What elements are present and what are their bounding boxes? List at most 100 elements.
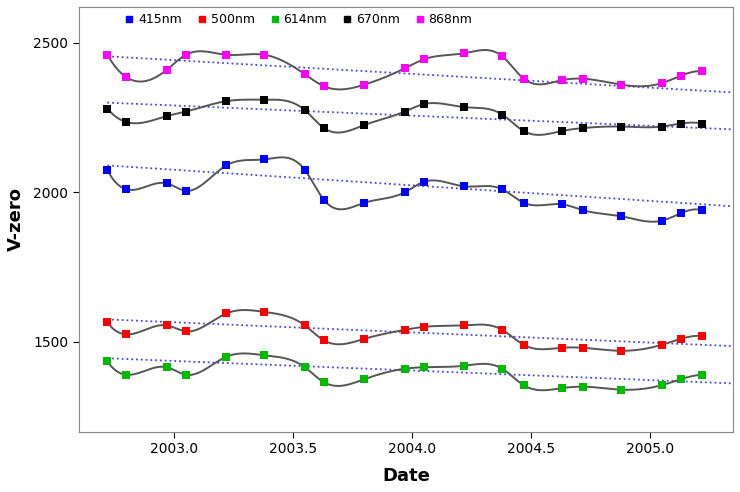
Point — [418, 100, 430, 108]
Point — [696, 371, 708, 379]
Point — [221, 97, 232, 105]
Point — [180, 108, 192, 116]
Point — [696, 120, 708, 127]
Point — [121, 118, 132, 126]
Point — [616, 213, 628, 220]
Point — [656, 79, 667, 87]
Point — [656, 123, 667, 130]
Point — [518, 75, 530, 83]
Point — [675, 375, 687, 383]
Point — [577, 124, 589, 132]
Point — [518, 381, 530, 389]
Point — [121, 371, 132, 379]
Point — [675, 72, 687, 80]
Point — [358, 199, 370, 207]
Point — [518, 127, 530, 135]
Point — [616, 347, 628, 355]
Point — [101, 51, 113, 59]
Point — [656, 217, 667, 225]
Point — [577, 75, 589, 83]
Point — [358, 335, 370, 343]
Point — [696, 67, 708, 75]
Point — [556, 76, 568, 84]
Point — [458, 103, 470, 111]
Point — [399, 64, 411, 72]
Point — [497, 365, 508, 372]
Point — [556, 384, 568, 392]
Point — [161, 321, 172, 329]
Point — [258, 51, 270, 59]
Point — [399, 108, 411, 116]
Point — [458, 362, 470, 369]
Point — [418, 55, 430, 63]
Point — [556, 127, 568, 135]
Point — [299, 321, 311, 329]
Point — [358, 81, 370, 89]
Point — [258, 96, 270, 104]
Point — [318, 124, 330, 132]
Point — [518, 199, 530, 207]
Point — [161, 66, 172, 74]
Point — [221, 309, 232, 317]
Point — [121, 185, 132, 193]
Point — [221, 353, 232, 361]
Y-axis label: V-zero: V-zero — [7, 187, 25, 251]
Point — [497, 111, 508, 119]
Point — [675, 335, 687, 343]
Point — [696, 332, 708, 340]
Point — [180, 51, 192, 59]
Point — [577, 344, 589, 352]
Point — [497, 185, 508, 193]
Point — [180, 371, 192, 379]
Point — [101, 105, 113, 113]
Point — [458, 49, 470, 57]
Point — [258, 308, 270, 316]
Point — [616, 386, 628, 394]
Point — [318, 196, 330, 204]
Point — [675, 120, 687, 127]
Point — [399, 326, 411, 334]
Point — [616, 123, 628, 130]
Point — [101, 166, 113, 174]
Point — [556, 200, 568, 208]
Point — [299, 70, 311, 78]
Point — [180, 187, 192, 195]
Point — [318, 378, 330, 386]
Point — [318, 82, 330, 90]
Point — [458, 321, 470, 329]
Point — [221, 51, 232, 59]
Point — [161, 363, 172, 371]
Point — [221, 161, 232, 169]
Legend: 415nm, 500nm, 614nm, 670nm, 868nm: 415nm, 500nm, 614nm, 670nm, 868nm — [124, 13, 472, 26]
Point — [299, 166, 311, 174]
Point — [418, 363, 430, 371]
Point — [318, 337, 330, 344]
Point — [358, 121, 370, 129]
Point — [418, 178, 430, 186]
Point — [258, 155, 270, 163]
Point — [418, 323, 430, 331]
Point — [675, 209, 687, 217]
Point — [656, 341, 667, 349]
Point — [399, 188, 411, 196]
Point — [180, 327, 192, 335]
Point — [696, 206, 708, 214]
Point — [577, 383, 589, 391]
Point — [299, 106, 311, 114]
Point — [358, 375, 370, 383]
Point — [299, 363, 311, 371]
Point — [656, 381, 667, 389]
Point — [399, 365, 411, 372]
Point — [101, 318, 113, 326]
Point — [121, 73, 132, 81]
Point — [497, 326, 508, 334]
X-axis label: Date: Date — [382, 467, 430, 485]
Point — [161, 180, 172, 187]
Point — [258, 351, 270, 359]
Point — [577, 206, 589, 214]
Point — [161, 112, 172, 120]
Point — [497, 52, 508, 60]
Point — [616, 81, 628, 89]
Point — [458, 183, 470, 190]
Point — [556, 344, 568, 352]
